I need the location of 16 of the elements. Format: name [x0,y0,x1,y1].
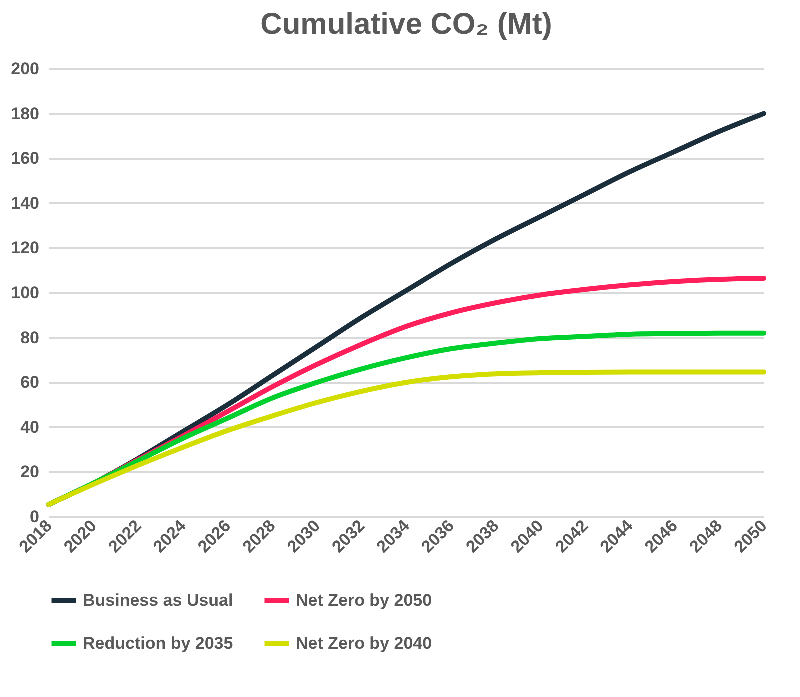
y-tick-label: 100 [11,284,40,302]
y-tick-label: 80 [20,328,40,348]
y-tick-label: 180 [11,104,40,124]
legend-label: Net Zero by 2050 [296,591,432,610]
y-tick-label: 20 [20,462,40,482]
y-tick-label: 120 [11,238,40,258]
y-tick-label: 140 [11,194,40,213]
legend-label: Net Zero by 2040 [296,634,432,653]
y-tick-label: 40 [20,418,40,437]
y-tick-label: 160 [11,149,40,168]
legend-label: Reduction by 2035 [83,634,234,653]
chart-title: Cumulative CO₂ (Mt) [260,8,552,41]
y-tick-label: 60 [20,373,40,392]
y-tick-label: 0 [30,508,40,526]
legend-label: Business as Usual [83,591,234,610]
y-tick-label: 200 [11,60,40,78]
